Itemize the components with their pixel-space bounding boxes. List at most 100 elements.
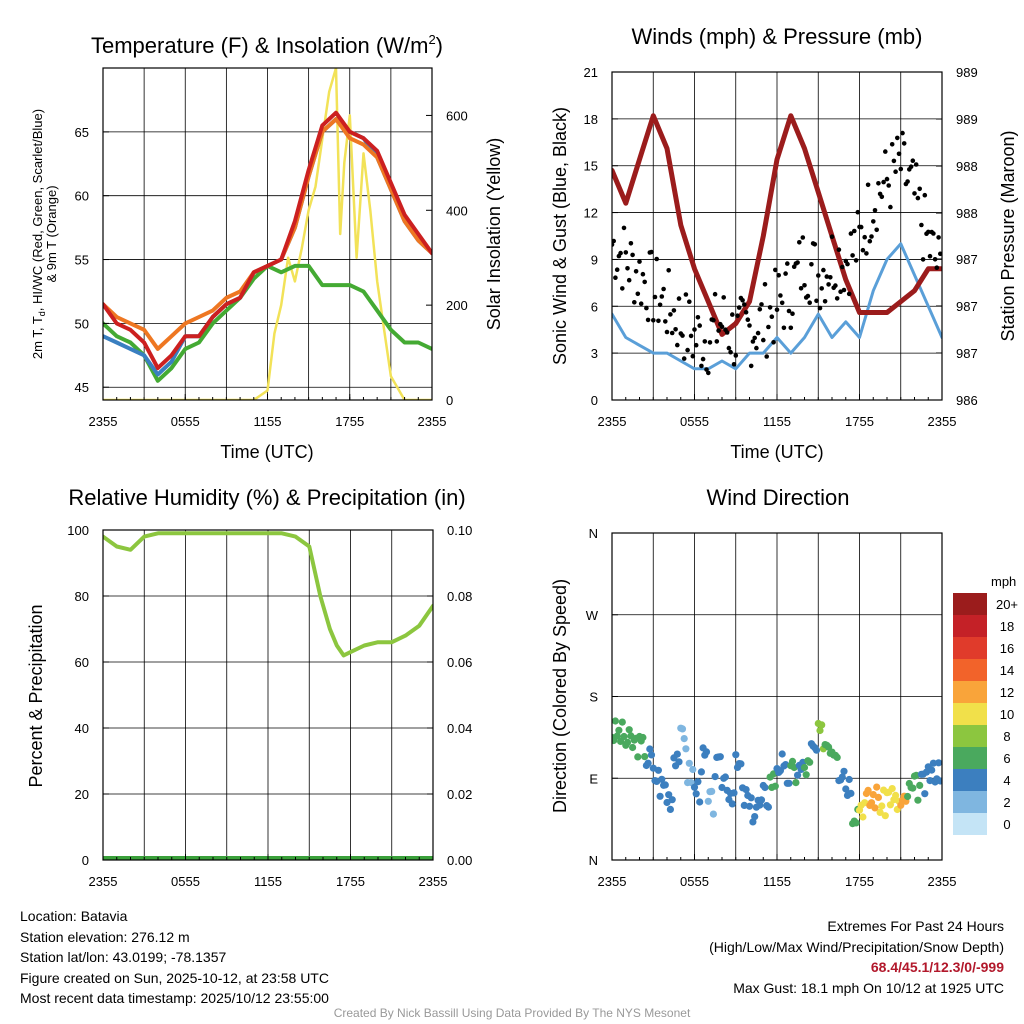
gust-point bbox=[926, 229, 931, 235]
y-tick-label-right: 0.10 bbox=[447, 523, 472, 538]
gust-point bbox=[912, 191, 917, 196]
direction-point bbox=[685, 759, 693, 767]
gust-point bbox=[819, 286, 824, 291]
legend-label: 8 bbox=[1003, 729, 1010, 744]
direction-point bbox=[615, 726, 623, 734]
direction-point bbox=[666, 805, 675, 814]
gust-point bbox=[669, 330, 675, 336]
gust-point bbox=[759, 302, 764, 307]
gust-point bbox=[867, 238, 873, 244]
direction-point bbox=[692, 790, 700, 798]
gust-point bbox=[668, 312, 673, 317]
direction-point bbox=[878, 802, 886, 810]
direction-point bbox=[625, 726, 633, 734]
gust-point bbox=[908, 164, 914, 169]
gust-point bbox=[745, 317, 751, 323]
direction-point bbox=[935, 759, 942, 767]
gust-point bbox=[645, 317, 651, 323]
gust-point bbox=[881, 179, 886, 185]
direction-title: Wind Direction bbox=[706, 485, 849, 510]
gust-point bbox=[917, 186, 922, 192]
gust-point bbox=[841, 287, 847, 293]
gust-point bbox=[695, 315, 701, 320]
direction-point bbox=[690, 783, 699, 791]
direction-point bbox=[732, 751, 740, 759]
direction-point bbox=[806, 758, 814, 766]
legend-label: 16 bbox=[1000, 641, 1014, 656]
gust-point bbox=[800, 235, 806, 240]
extremes-values: 68.4/45.1/12.3/0/-999 bbox=[870, 959, 1004, 975]
legend-swatch bbox=[953, 615, 987, 637]
y-tick-label-left: N bbox=[589, 853, 598, 868]
direction-point bbox=[892, 791, 900, 800]
direction-point bbox=[757, 796, 766, 804]
gust-point bbox=[688, 333, 694, 339]
y-tick-label-left: 15 bbox=[584, 159, 598, 174]
gust-point bbox=[891, 158, 897, 164]
legend-swatch bbox=[953, 791, 987, 813]
gust-point bbox=[719, 324, 725, 330]
y-tick-label-left: N bbox=[589, 526, 598, 541]
gust-point bbox=[707, 340, 713, 345]
gust-point bbox=[673, 327, 678, 332]
direction-ylabel-left: Direction (Colored By Speed) bbox=[550, 579, 570, 813]
gust-point bbox=[920, 257, 926, 262]
direction-point bbox=[644, 759, 652, 767]
gust-point bbox=[802, 283, 807, 288]
gust-point bbox=[613, 275, 618, 281]
direction-point bbox=[709, 810, 718, 818]
gust-point bbox=[824, 274, 830, 279]
y-tick-label-left: 50 bbox=[75, 316, 89, 331]
gust-point bbox=[858, 224, 864, 230]
direction-point bbox=[847, 789, 855, 798]
y-tick-label-right: 989 bbox=[956, 65, 978, 80]
speed-legend: 20+ 18 16 14 12 10 8 6 4 2 0 bbox=[953, 593, 1018, 835]
gust-point bbox=[766, 324, 771, 330]
x-tick-label: 1155 bbox=[254, 874, 282, 889]
humidity-ticks: 2355 0555 1155 1755 23550204060801000.000.02… bbox=[67, 523, 472, 889]
gust-point bbox=[783, 271, 788, 276]
temperature-ylabel-left: 2m T, Td, HI/WC (Red, Green, Scarlet/Blu… bbox=[30, 109, 47, 359]
direction-point bbox=[833, 753, 841, 762]
y-tick-label-right: 0.00 bbox=[447, 853, 472, 868]
direction-point bbox=[794, 771, 802, 779]
x-tick-label: 2355 bbox=[419, 874, 448, 889]
gust-point bbox=[731, 362, 737, 367]
humidity-title: Relative Humidity (%) & Precipitation (i… bbox=[68, 485, 465, 510]
y-tick-label-right: 0.08 bbox=[447, 589, 472, 604]
gust-point bbox=[786, 308, 792, 314]
direction-point bbox=[914, 796, 922, 804]
y-tick-label-left: 0 bbox=[591, 393, 598, 408]
gust-point bbox=[860, 247, 866, 253]
gust-point bbox=[931, 231, 936, 236]
y-tick-label-left: E bbox=[589, 771, 598, 786]
direction-point bbox=[845, 775, 853, 784]
gust-point bbox=[812, 242, 818, 247]
station-location: Location: Batavia bbox=[20, 908, 128, 924]
gust-point bbox=[884, 176, 890, 182]
direction-point bbox=[716, 753, 724, 761]
direction-point bbox=[675, 758, 683, 766]
direction-point bbox=[673, 750, 681, 758]
gust-point bbox=[620, 286, 625, 291]
gust-point bbox=[834, 296, 840, 301]
direction-point bbox=[745, 802, 754, 810]
gust-point bbox=[761, 337, 766, 343]
y-tick-label-left: 3 bbox=[591, 346, 598, 361]
direction-point bbox=[665, 791, 673, 799]
gust-point bbox=[932, 257, 938, 262]
direction-point bbox=[711, 773, 719, 781]
gust-point bbox=[642, 279, 647, 285]
direction-grid bbox=[612, 532, 942, 861]
gust-point bbox=[730, 312, 735, 317]
gust-point bbox=[845, 261, 850, 267]
gust-point bbox=[896, 151, 902, 157]
gust-point bbox=[656, 318, 661, 324]
y-tick-label-left: 55 bbox=[75, 253, 89, 268]
gust-point bbox=[764, 354, 769, 359]
gust-point bbox=[895, 135, 900, 141]
recent-timestamp: Most recent data timestamp: 2025/10/12 2… bbox=[20, 990, 329, 1006]
gust-point bbox=[797, 240, 802, 245]
gust-point bbox=[687, 299, 692, 305]
